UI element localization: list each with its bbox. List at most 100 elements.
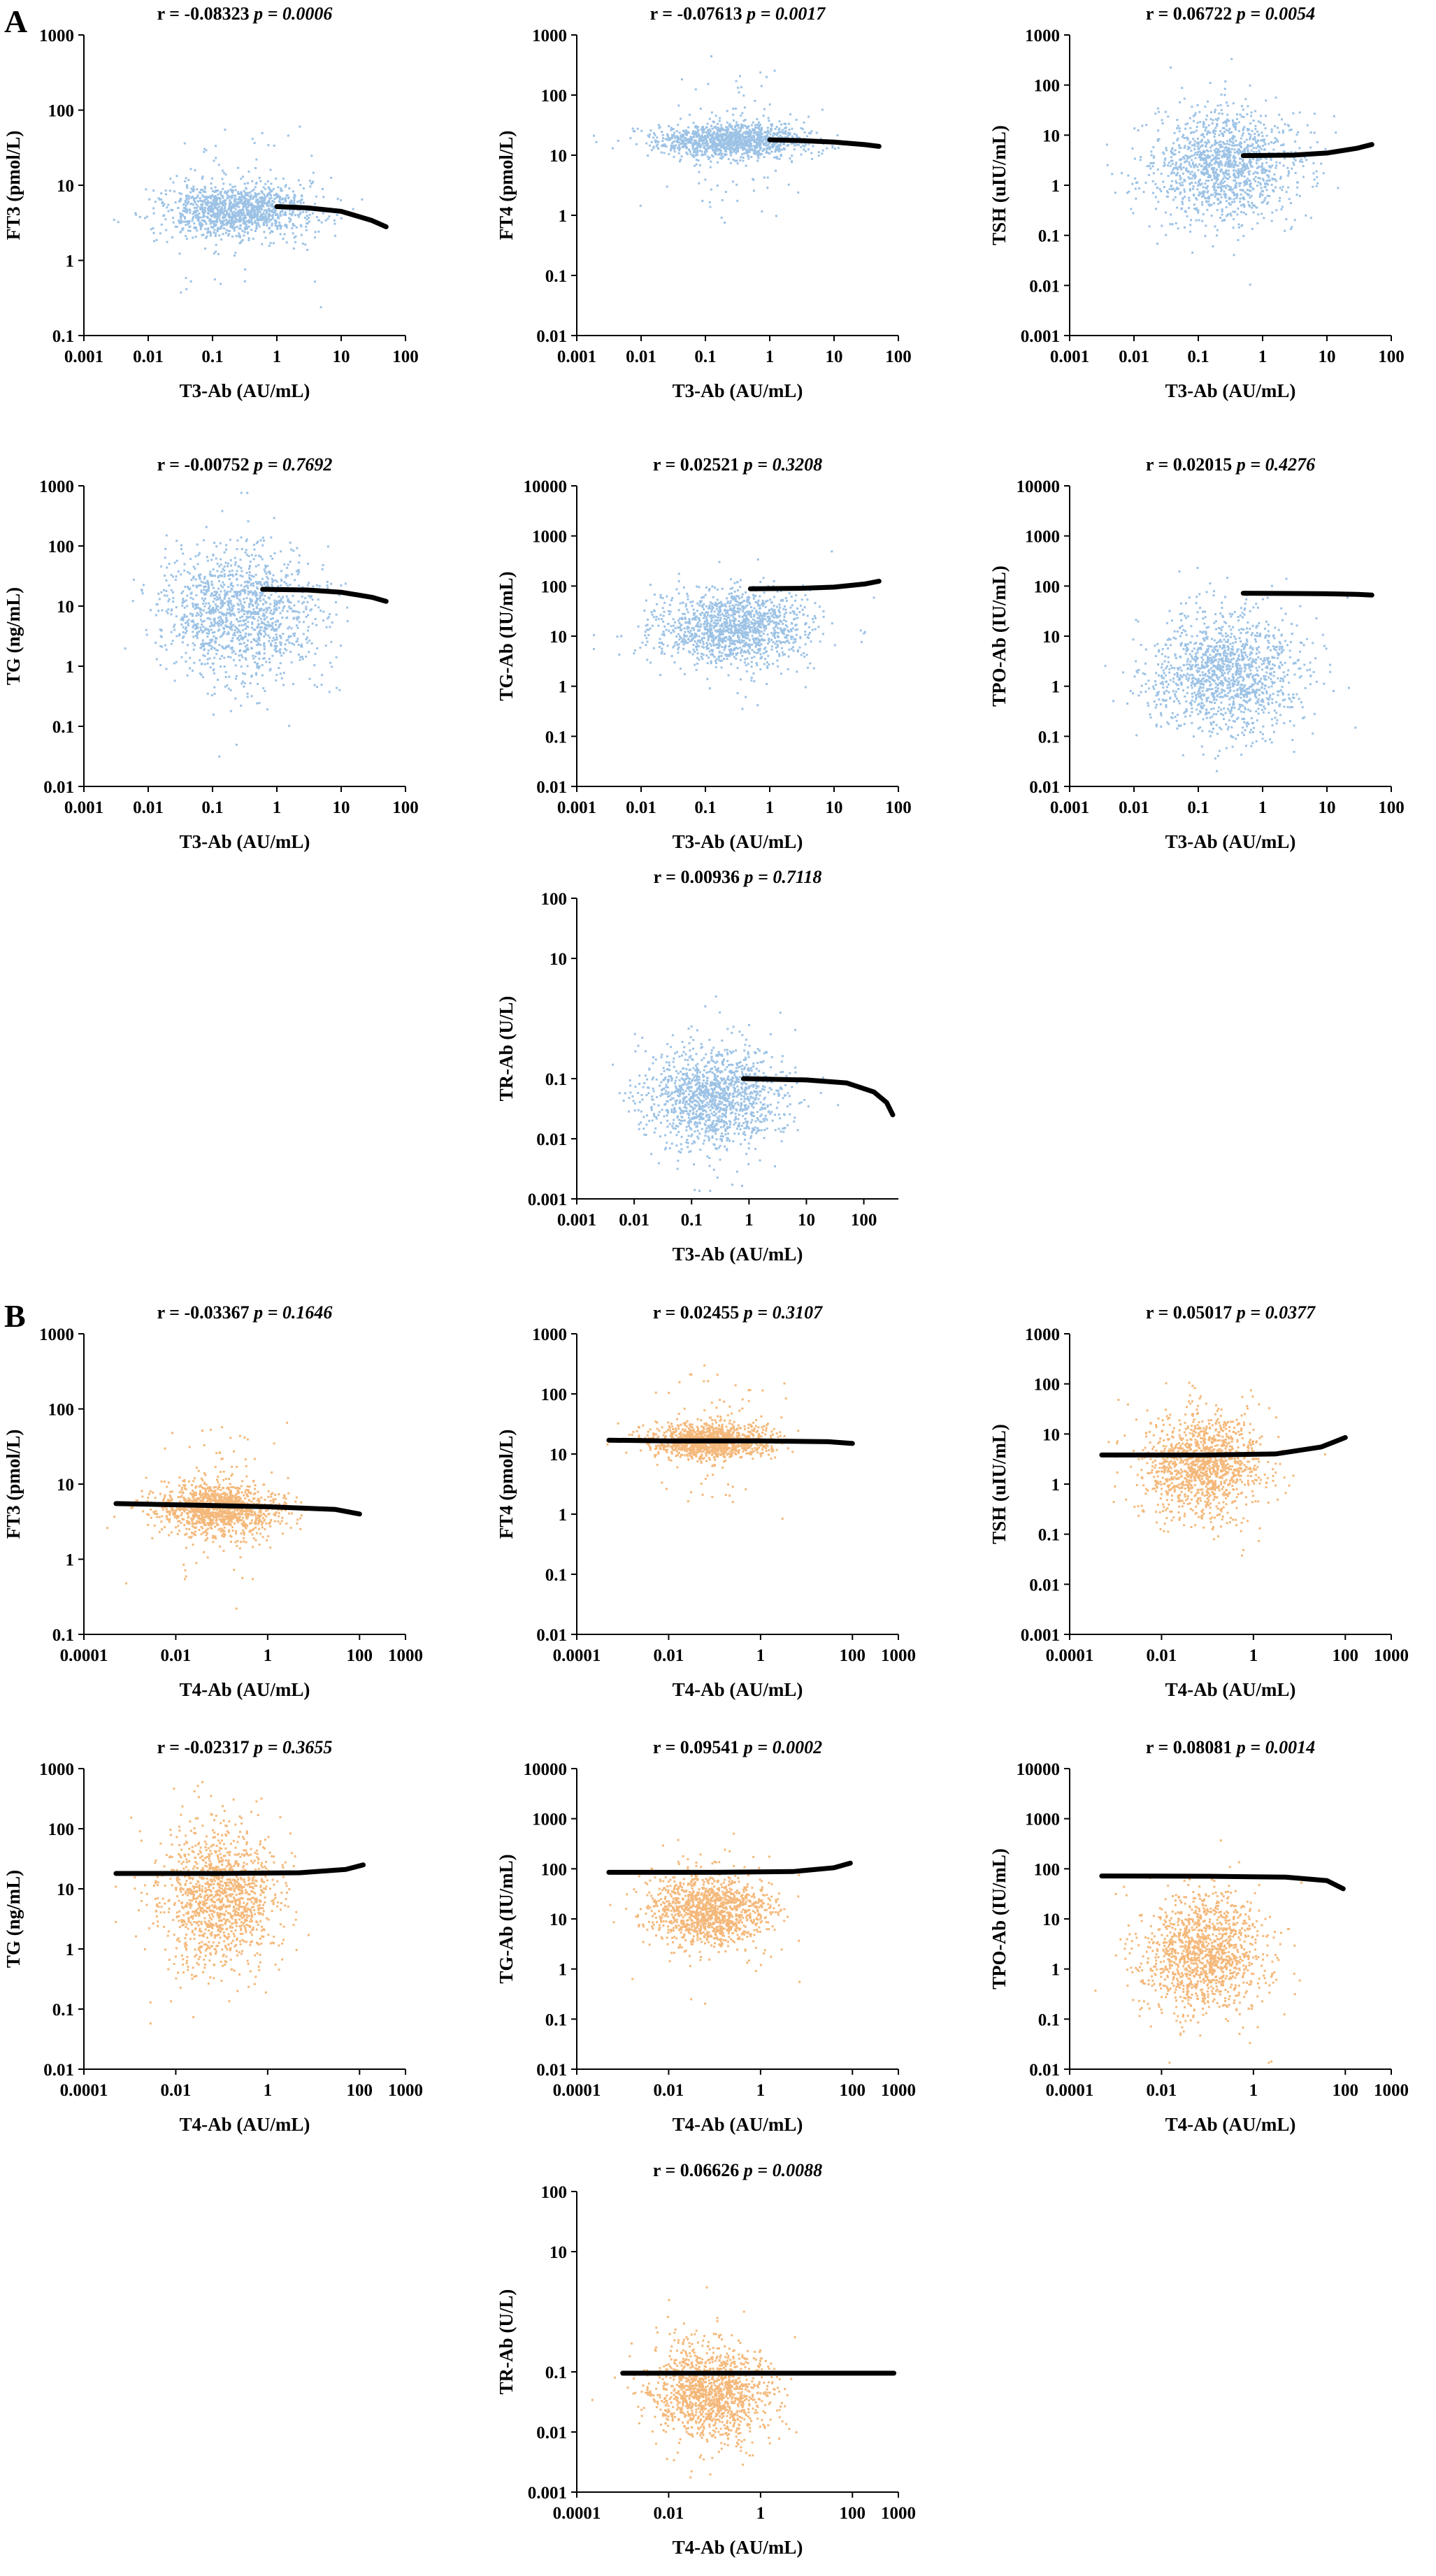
data-point — [249, 199, 251, 201]
data-point — [1221, 189, 1223, 191]
data-point — [209, 207, 211, 209]
data-point — [276, 645, 278, 647]
data-point — [767, 144, 769, 146]
data-point — [275, 213, 278, 215]
data-point — [1271, 131, 1273, 133]
data-point — [1223, 94, 1226, 96]
data-point — [1188, 197, 1190, 199]
data-point — [256, 225, 258, 227]
data-point — [255, 206, 257, 208]
data-point — [180, 199, 182, 201]
data-point — [1157, 140, 1159, 142]
data-point — [788, 184, 790, 186]
data-point — [1277, 127, 1279, 129]
data-point — [309, 678, 311, 680]
data-point — [800, 146, 802, 148]
data-point — [234, 185, 236, 187]
data-point — [1179, 130, 1181, 132]
data-point — [1135, 198, 1137, 200]
data-point — [693, 156, 695, 158]
data-point — [1240, 204, 1242, 206]
data-point — [218, 611, 220, 613]
data-point — [810, 130, 812, 132]
data-point — [134, 212, 136, 214]
data-point — [750, 156, 752, 158]
data-point — [1184, 191, 1186, 193]
data-point — [262, 537, 264, 539]
data-point — [265, 216, 267, 218]
data-point — [1195, 113, 1197, 115]
data-point — [285, 583, 287, 585]
data-point — [722, 133, 724, 135]
data-point — [1211, 179, 1213, 181]
data-point — [280, 662, 282, 664]
data-point — [1233, 148, 1235, 150]
data-point — [200, 619, 202, 621]
data-point — [215, 603, 217, 605]
data-point — [682, 145, 684, 147]
data-point — [768, 120, 770, 122]
data-point — [210, 612, 212, 614]
data-point — [1284, 123, 1286, 125]
data-point — [1214, 140, 1216, 142]
data-point — [1229, 128, 1231, 130]
data-point — [263, 540, 265, 542]
data-point — [213, 222, 215, 224]
data-point — [1323, 172, 1325, 174]
data-point — [1221, 157, 1223, 159]
data-point — [293, 644, 295, 646]
data-point — [1282, 186, 1284, 188]
data-point — [273, 574, 275, 576]
data-point — [1196, 129, 1198, 131]
data-point — [194, 568, 196, 570]
data-point — [296, 547, 298, 549]
data-point — [275, 220, 278, 222]
data-point — [252, 138, 254, 140]
data-point — [1207, 203, 1209, 206]
data-point — [228, 208, 230, 210]
data-point — [1229, 141, 1231, 143]
data-point — [280, 570, 282, 572]
data-point — [282, 202, 285, 204]
data-point — [826, 147, 828, 150]
data-point — [202, 640, 204, 642]
data-point — [796, 119, 798, 121]
data-point — [237, 584, 239, 587]
data-point — [173, 629, 175, 631]
data-point — [251, 222, 253, 224]
data-point — [181, 605, 183, 607]
data-point — [775, 128, 777, 130]
data-point — [220, 192, 222, 194]
data-point — [254, 142, 256, 144]
data-point — [763, 177, 766, 179]
data-point — [213, 600, 215, 603]
data-point — [239, 236, 241, 238]
data-point — [264, 645, 266, 647]
data-point — [1225, 161, 1227, 163]
data-point — [330, 583, 332, 585]
data-point — [1250, 186, 1252, 188]
data-point — [1135, 188, 1137, 190]
data-point — [1202, 213, 1205, 215]
data-point — [180, 217, 182, 220]
data-point — [732, 148, 734, 150]
data-point — [241, 575, 243, 577]
data-point — [185, 195, 187, 197]
data-point — [267, 201, 269, 203]
data-point — [257, 581, 259, 583]
data-point — [1238, 130, 1240, 132]
data-point — [235, 561, 237, 563]
data-point — [1261, 187, 1263, 189]
data-point — [175, 606, 178, 608]
data-point — [270, 242, 272, 244]
data-point — [1247, 144, 1249, 146]
data-point — [265, 602, 267, 604]
data-point — [727, 129, 729, 131]
data-point — [264, 198, 266, 200]
data-point — [185, 201, 187, 203]
data-point — [1153, 172, 1155, 174]
data-point — [1207, 101, 1209, 103]
data-point — [201, 614, 203, 616]
data-point — [294, 199, 296, 201]
data-point — [238, 659, 240, 661]
